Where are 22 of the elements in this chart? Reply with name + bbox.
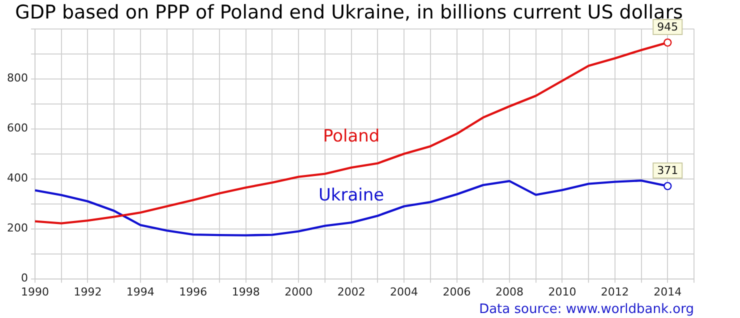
y-tick-label: 400	[6, 172, 28, 185]
x-tick-label: 1990	[20, 285, 49, 298]
x-tick-label: 1996	[179, 285, 208, 298]
y-tick-label: 200	[6, 222, 28, 235]
y-tick-label: 0	[20, 272, 28, 285]
x-tick-label: 1992	[74, 285, 102, 298]
x-tick-label: 1998	[232, 285, 260, 298]
x-tick-label: 2012	[600, 285, 629, 298]
x-tick-label: 2004	[390, 285, 418, 298]
series-label: Ukraine	[318, 185, 384, 206]
y-tick-label: 600	[6, 122, 28, 135]
x-tick-label: 2000	[284, 285, 313, 298]
x-tick-label: 2014	[654, 285, 682, 298]
x-tick-label: 2010	[548, 285, 576, 298]
data-label: 371	[657, 164, 678, 177]
x-tick-label: 2008	[495, 285, 524, 298]
x-tick-label: 1994	[126, 285, 154, 298]
x-tick-label: 2006	[442, 285, 471, 298]
x-tick-label: 2002	[337, 285, 366, 298]
source-note: Data source: www.worldbank.org	[479, 302, 694, 317]
y-tick-label: 800	[6, 72, 28, 85]
series-label: Poland	[322, 126, 380, 146]
